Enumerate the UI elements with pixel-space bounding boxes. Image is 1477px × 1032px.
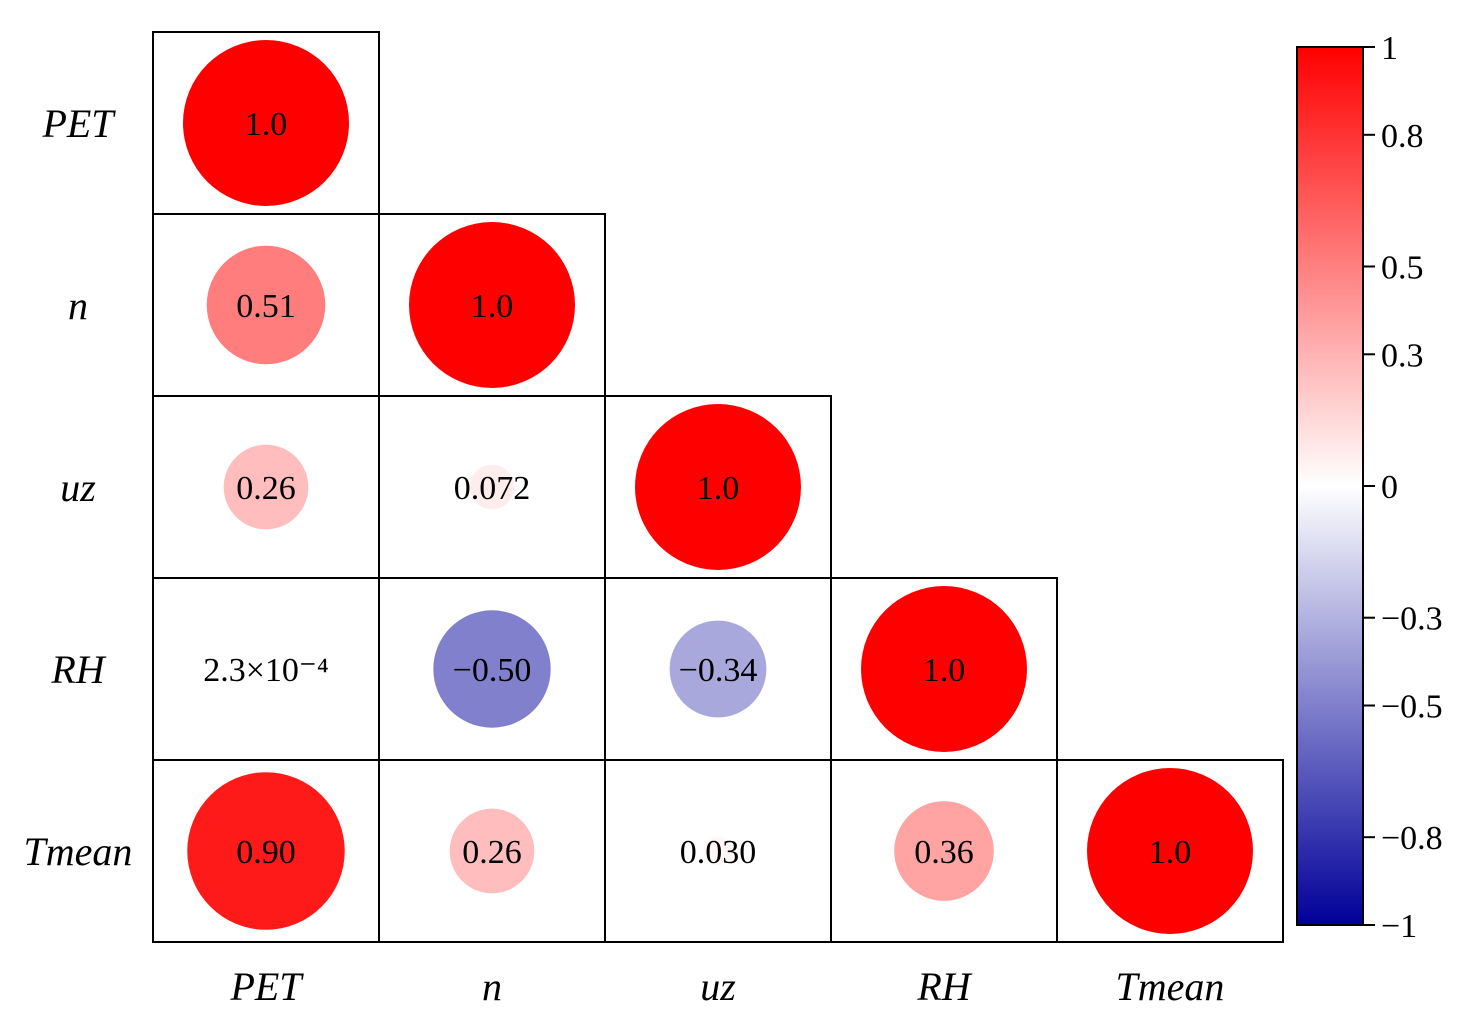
colorbar: 1 0.8 0.5 0.3 0 −0.3 −0.5 −0.8 −1 — [1296, 30, 1443, 945]
colorbar-tick-label: −0.5 — [1381, 689, 1443, 726]
correlation-value-label: 0.072 — [454, 470, 531, 507]
correlation-circle — [1087, 768, 1253, 934]
colorbar-tick-label: 0.3 — [1381, 337, 1424, 374]
correlation-value-label: 1.0 — [471, 288, 514, 325]
correlation-circle — [894, 801, 994, 901]
correlation-value-label: 1.0 — [1149, 834, 1192, 871]
row-label-n: n — [68, 283, 88, 328]
column-label-PET: PET — [229, 964, 304, 1009]
column-label-uz: uz — [700, 964, 736, 1009]
cell-RH-uz: −0.34 — [604, 577, 832, 761]
column-label-Tmean: Tmean — [1116, 964, 1225, 1009]
axis-labels-layer: PET n uz RH Tmean PET n uz RH Tmean — [24, 101, 1225, 1009]
correlation-value-label: 0.36 — [914, 834, 974, 871]
correlation-circle — [183, 40, 349, 206]
cell-Tmean-uz: 0.030 — [604, 759, 832, 943]
correlation-value-label: 0.51 — [236, 288, 296, 325]
cell-Tmean-Tmean: 1.0 — [1056, 759, 1284, 943]
colorbar-gradient — [1296, 46, 1364, 926]
cell-uz-uz: 1.0 — [604, 395, 832, 579]
cells-layer: 1.0 0.51 1.0 0.26 0.072 1.0 2.3×10⁻⁴ −0.50 −0.34… — [152, 31, 1284, 943]
colorbar-tick-label: −0.3 — [1381, 601, 1443, 638]
colorbar-tick-label: 0.8 — [1381, 118, 1424, 155]
correlation-circle — [264, 667, 268, 671]
cell-n-n: 1.0 — [378, 213, 606, 397]
correlation-circle — [433, 610, 551, 728]
colorbar-tick-label: 0 — [1381, 469, 1398, 506]
correlation-value-label: 0.90 — [236, 834, 296, 871]
correlation-circle — [703, 836, 733, 866]
cell-RH-n: −0.50 — [378, 577, 606, 761]
correlation-value-label: 1.0 — [923, 652, 966, 689]
colorbar-tick-label: −0.8 — [1381, 820, 1443, 857]
correlation-circle — [635, 404, 801, 570]
row-label-uz: uz — [60, 465, 96, 510]
row-label-RH: RH — [50, 647, 106, 692]
correlation-value-label: 0.030 — [680, 834, 757, 871]
correlation-circle — [409, 222, 575, 388]
correlation-circle — [669, 620, 767, 718]
correlation-value-label: 0.26 — [236, 470, 296, 507]
colorbar-tick-label: 1 — [1381, 30, 1398, 67]
correlation-value-label: 2.3×10⁻⁴ — [203, 652, 328, 689]
column-label-RH: RH — [916, 964, 972, 1009]
colorbar-tick-label: −1 — [1381, 908, 1417, 945]
row-label-PET: PET — [41, 101, 116, 146]
cell-RH-RH: 1.0 — [830, 577, 1058, 761]
correlation-circle — [223, 444, 309, 530]
cell-border — [378, 759, 606, 943]
correlation-circle — [206, 245, 326, 365]
row-label-Tmean: Tmean — [24, 829, 133, 874]
correlation-value-label: 0.26 — [462, 834, 522, 871]
cell-RH-PET: 2.3×10⁻⁴ — [152, 577, 380, 761]
correlation-value-label: 1.0 — [697, 470, 740, 507]
correlation-circle — [187, 772, 345, 930]
correlation-circle — [469, 464, 515, 510]
cell-Tmean-n: 0.26 — [378, 759, 606, 943]
cell-uz-PET: 0.26 — [152, 395, 380, 579]
cell-uz-n: 0.072 — [378, 395, 606, 579]
correlation-value-label: −0.50 — [453, 652, 532, 689]
correlation-value-label: −0.34 — [679, 652, 758, 689]
correlation-value-label: 1.0 — [245, 106, 288, 143]
colorbar-tick-label: 0.5 — [1381, 250, 1424, 287]
cell-Tmean-RH: 0.36 — [830, 759, 1058, 943]
cell-PET-PET: 1.0 — [152, 31, 380, 215]
cell-Tmean-PET: 0.90 — [152, 759, 380, 943]
correlation-circle — [861, 586, 1027, 752]
cell-n-PET: 0.51 — [152, 213, 380, 397]
column-label-n: n — [482, 964, 502, 1009]
correlation-circle — [449, 808, 535, 894]
